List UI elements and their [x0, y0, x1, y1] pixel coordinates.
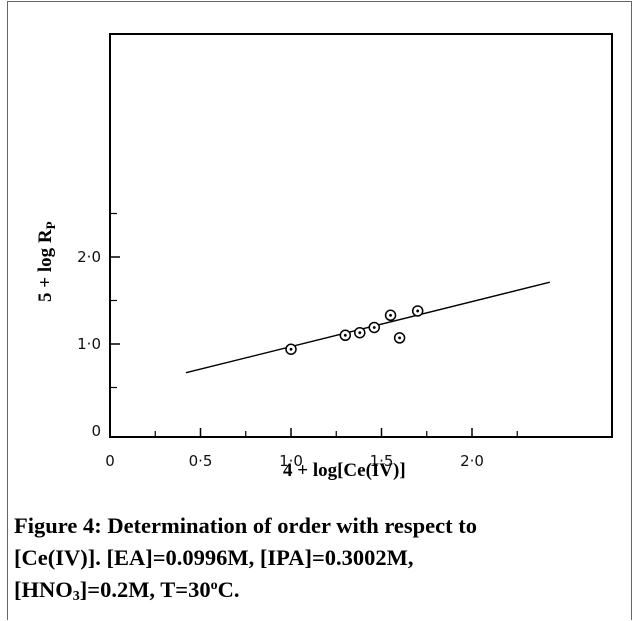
- minor-ticks: [110, 212, 518, 437]
- x-axis-label: 4 + log[Ce(IV)]: [283, 460, 406, 481]
- page-frame: [7, 1, 632, 620]
- fit-line: [185, 281, 550, 374]
- data-point: [285, 343, 297, 355]
- data-point-center: [289, 347, 293, 351]
- data-point: [368, 321, 381, 334]
- data-point-center: [389, 313, 392, 317]
- data-point-center: [416, 309, 420, 313]
- data-point: [339, 329, 352, 342]
- y-tick-label: 1·0: [77, 335, 101, 353]
- x-tick-label: 0·5: [189, 452, 213, 470]
- caption-celsius: C.: [217, 577, 240, 602]
- caption-line-3: [HNO3]=0.2M, T=30oC.: [14, 574, 626, 606]
- fit-line-layer: [185, 281, 550, 374]
- plot-frame: [109, 33, 613, 438]
- data-point-center: [398, 336, 401, 340]
- data-point: [393, 332, 406, 344]
- y-tick-label: 2·0: [77, 248, 101, 266]
- x-tick-label: 1·5: [370, 452, 394, 470]
- y-axis-label-subscript: P: [43, 221, 58, 229]
- x-tick-label: 0: [105, 452, 115, 470]
- data-point-center: [343, 333, 347, 337]
- scatter-chart: 0 0·5 1·0 1·5 2·0 0 1·0 2·0 4 + log[Ce(IV)] 5 +…: [35, 33, 613, 481]
- caption-line-2: [Ce(IV)]. [EA]=0.0996M, [IPA]=0.3002M,: [14, 545, 414, 570]
- major-ticks: [110, 256, 473, 437]
- data-point: [354, 326, 366, 339]
- data-point: [384, 309, 397, 322]
- figure-caption: Figure 4: Determination of order with re…: [14, 510, 626, 606]
- y-tick-label: 0: [91, 422, 101, 440]
- data-point-center: [372, 326, 376, 329]
- caption-degree-sup: o: [210, 578, 218, 593]
- y-axis-label: 5 + log RP: [35, 221, 58, 302]
- data-point: [411, 305, 424, 317]
- caption-conditions: ]=0.2M, T=30: [79, 577, 211, 602]
- tick-labels: 0 0·5 1·0 1·5 2·0 0 1·0 2·0: [77, 248, 484, 470]
- x-tick-label: 1·0: [279, 452, 303, 470]
- x-tick-label: 2·0: [460, 452, 484, 470]
- caption-line-1: Figure 4: Determination of order with re…: [14, 513, 478, 538]
- data-point-center: [358, 331, 362, 335]
- points-layer: [285, 305, 424, 355]
- y-axis-label-main: 5 + log R: [35, 229, 56, 302]
- caption-hno3-open: [HNO: [14, 577, 73, 602]
- caption-hno3-subscript: 3: [72, 589, 80, 604]
